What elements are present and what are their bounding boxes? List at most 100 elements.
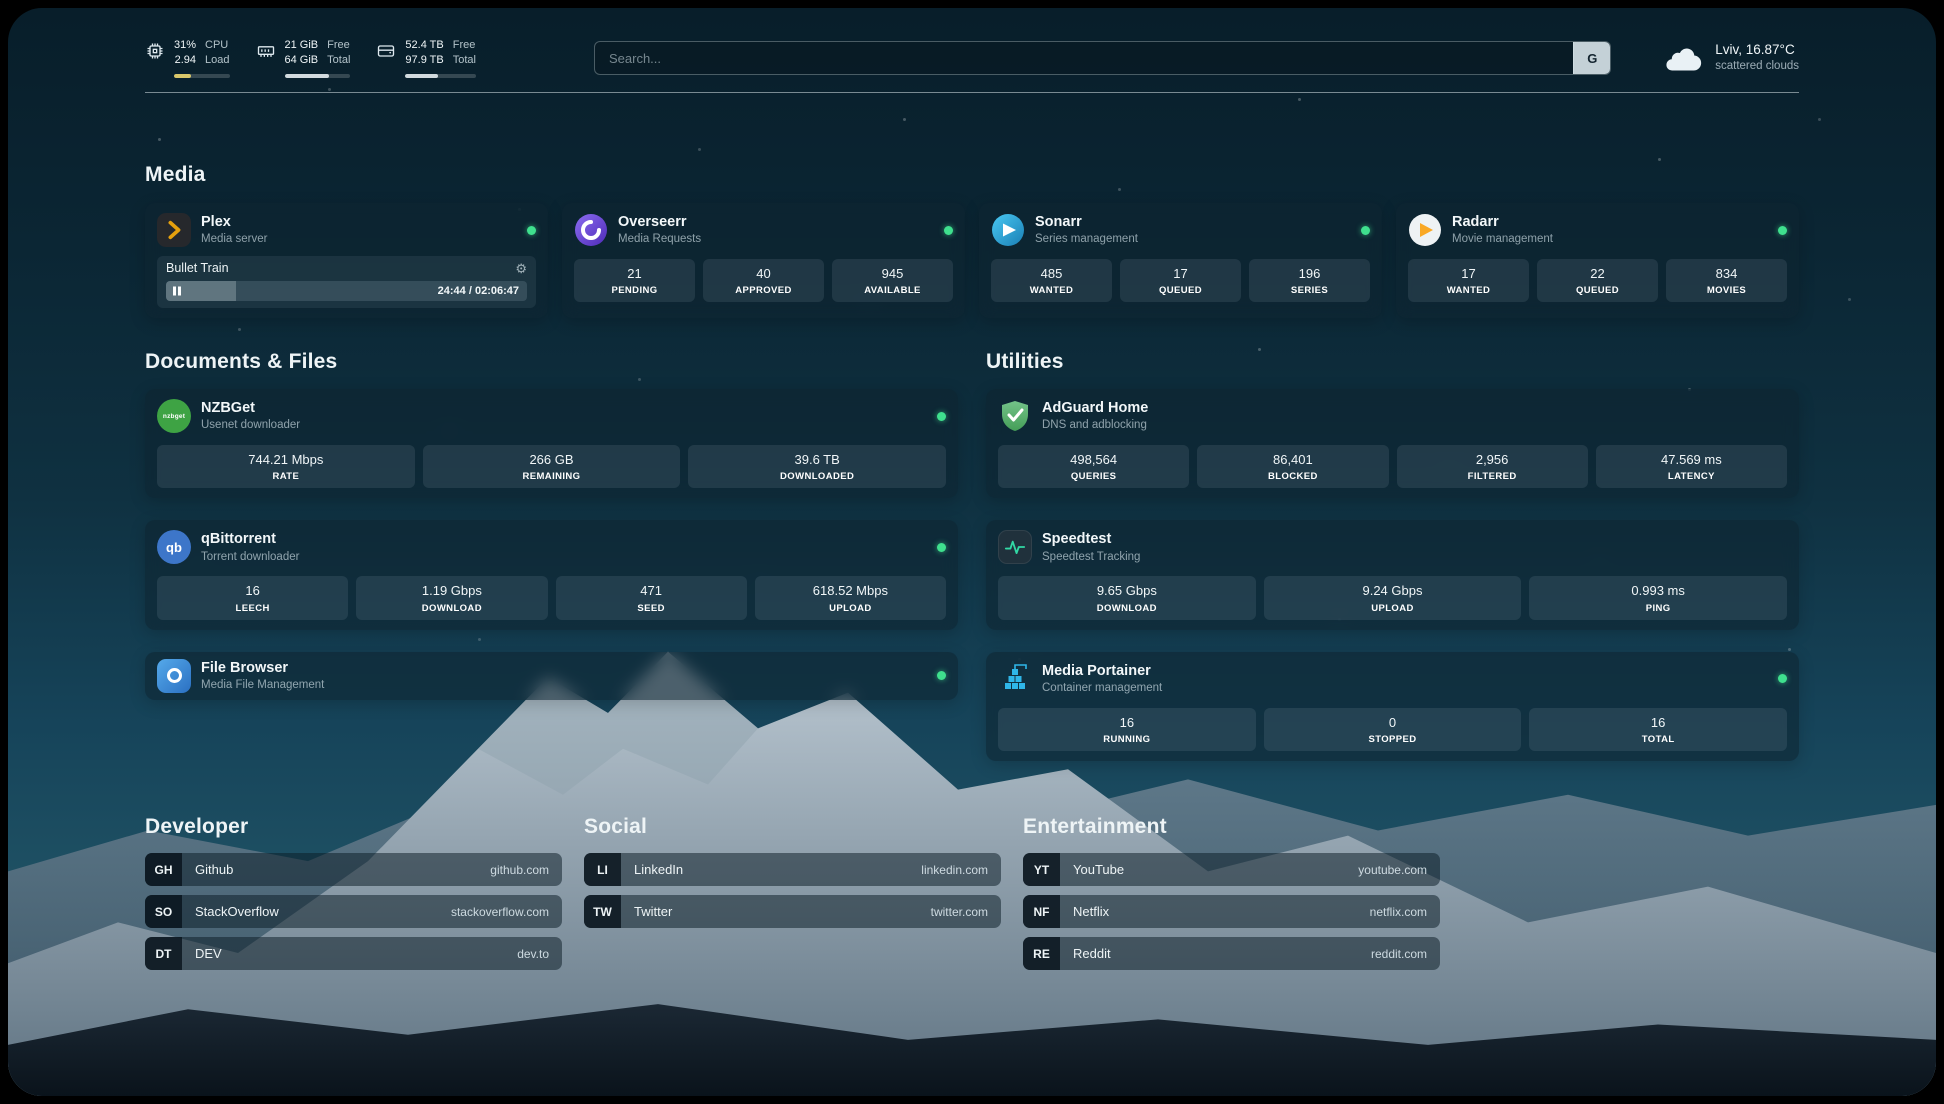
stat-total: 16 TOTAL bbox=[1529, 707, 1787, 751]
app-subtitle: DNS and adblocking bbox=[1042, 419, 1147, 432]
search-engine-button[interactable]: G bbox=[1573, 42, 1611, 74]
stat-leech: 16 LEECH bbox=[157, 576, 349, 620]
bookmark-name: LinkedIn bbox=[634, 862, 684, 877]
bookmark-youtube[interactable]: YT YouTube youtube.com bbox=[1023, 853, 1440, 886]
stat-label: LEECH bbox=[235, 602, 270, 614]
stat-upload: 618.52 Mbps UPLOAD bbox=[754, 576, 946, 620]
topbar-divider bbox=[145, 92, 1799, 93]
status-dot bbox=[1778, 674, 1787, 684]
app-card-nzbget[interactable]: nzbget NZBGet Usenet downloader 744.21 M… bbox=[145, 389, 958, 499]
bookmark-url: stackoverflow.com bbox=[450, 904, 549, 919]
stat-running: 16 RUNNING bbox=[998, 707, 1256, 751]
section-title-social: Social bbox=[584, 815, 648, 838]
bookmark-url: github.com bbox=[490, 862, 549, 877]
weather-condition: scattered clouds bbox=[1715, 60, 1799, 73]
app-card-radarr[interactable]: Radarr Movie management 17 WANTED 22 QUE… bbox=[1396, 203, 1799, 319]
stat-downloaded: 39.6 TB DOWNLOADED bbox=[688, 445, 946, 489]
nzbget-icon: nzbget bbox=[157, 399, 191, 434]
app-card-filebrowser[interactable]: File Browser Media File Management bbox=[145, 651, 958, 700]
now-playing-panel: Bullet Train ⚙ 24:44 / 02:06:47 bbox=[157, 256, 536, 309]
bookmark-name: DEV bbox=[195, 946, 222, 961]
stat-latency: 47.569 ms LATENCY bbox=[1595, 445, 1787, 489]
stat-label: APPROVED bbox=[735, 285, 792, 297]
bookmark-linkedin[interactable]: LI LinkedIn linkedin.com bbox=[584, 853, 1001, 886]
portainer-crane-icon bbox=[998, 662, 1032, 696]
bookmark-abbr: RE bbox=[1023, 937, 1060, 970]
bookmark-twitter[interactable]: TW Twitter twitter.com bbox=[584, 895, 1001, 928]
stat-label: WANTED bbox=[1446, 285, 1491, 297]
bookmark-name: YouTube bbox=[1073, 862, 1125, 877]
stat-remaining: 266 GB REMAINING bbox=[422, 445, 681, 489]
playback-progress-bar[interactable]: 24:44 / 02:06:47 bbox=[166, 281, 527, 302]
status-dot bbox=[937, 671, 946, 681]
app-card-plex[interactable]: Plex Media server Bullet Train ⚙ bbox=[145, 203, 548, 319]
stat-value: 945 bbox=[881, 266, 904, 282]
sonarr-icon bbox=[991, 213, 1025, 247]
stat-label: TOTAL bbox=[1641, 734, 1675, 745]
stat-movies: 834 MOVIES bbox=[1666, 259, 1787, 303]
cpu-percent: 31% bbox=[174, 38, 197, 51]
stat-label: DOWNLOADED bbox=[780, 471, 855, 483]
bookmark-abbr: YT bbox=[1023, 853, 1060, 886]
cloud-icon bbox=[1663, 44, 1703, 72]
cpu-monitor: 31% 2.94 CPU Load bbox=[145, 38, 230, 79]
cpu-usage-bar bbox=[174, 74, 230, 79]
section-title-media: Media bbox=[145, 163, 206, 186]
stat-label: AVAILABLE bbox=[864, 285, 921, 297]
bookmark-name: StackOverflow bbox=[195, 904, 279, 919]
app-subtitle: Media server bbox=[201, 233, 268, 246]
stat-value: 21 bbox=[627, 266, 642, 282]
app-card-adguard[interactable]: AdGuard Home DNS and adblocking 498,564 … bbox=[986, 389, 1799, 499]
ram-free-value: 21 GiB bbox=[284, 38, 319, 51]
stat-label: UPLOAD bbox=[1371, 602, 1414, 614]
pause-icon[interactable] bbox=[173, 286, 181, 296]
app-subtitle: Container management bbox=[1042, 681, 1163, 694]
playback-progress-fill bbox=[166, 281, 237, 302]
status-dot bbox=[1361, 225, 1370, 235]
app-card-sonarr[interactable]: Sonarr Series management 485 WANTED 17 Q… bbox=[979, 203, 1382, 319]
stat-value: 9.65 Gbps bbox=[1096, 583, 1157, 599]
stat-ping: 0.993 ms PING bbox=[1529, 576, 1787, 620]
app-card-overseerr[interactable]: Overseerr Media Requests 21 PENDING 40 A… bbox=[562, 203, 965, 319]
section-title-developer: Developer bbox=[145, 815, 249, 838]
stat-value: 1.19 Gbps bbox=[421, 583, 482, 599]
stat-label: QUERIES bbox=[1070, 471, 1117, 483]
bookmark-name: Reddit bbox=[1073, 946, 1111, 961]
bookmark-url: reddit.com bbox=[1370, 946, 1427, 961]
bookmark-dev[interactable]: DT DEV dev.to bbox=[145, 937, 562, 970]
app-card-speedtest[interactable]: Speedtest Speedtest Tracking 9.65 Gbps D… bbox=[986, 520, 1799, 630]
gear-icon[interactable]: ⚙ bbox=[515, 260, 527, 276]
disk-monitor: 52.4 TB 97.9 TB Free Total bbox=[376, 38, 476, 79]
app-name: File Browser bbox=[201, 659, 289, 676]
stat-value: 2,956 bbox=[1475, 452, 1509, 468]
stat-label: BLOCKED bbox=[1267, 471, 1318, 483]
bookmark-reddit[interactable]: RE Reddit reddit.com bbox=[1023, 937, 1440, 970]
stat-available: 945 AVAILABLE bbox=[832, 259, 953, 303]
app-card-qbittorrent[interactable]: qb qBittorrent Torrent downloader 16 LEE… bbox=[145, 520, 958, 630]
bookmark-url: dev.to bbox=[517, 946, 549, 961]
cpu-load-value: 2.94 bbox=[174, 53, 197, 66]
app-name: AdGuard Home bbox=[1042, 400, 1149, 417]
weather-widget: Lviv, 16.87°C scattered clouds bbox=[1663, 41, 1799, 75]
stat-label: DOWNLOAD bbox=[421, 602, 482, 614]
app-name: Overseerr bbox=[618, 214, 687, 230]
section-entertainment: Entertainment YT YouTube youtube.com NF … bbox=[1023, 815, 1440, 970]
search-input[interactable] bbox=[594, 42, 1574, 74]
disk-icon bbox=[376, 41, 396, 61]
memory-icon bbox=[256, 41, 276, 61]
bookmark-netflix[interactable]: NF Netflix netflix.com bbox=[1023, 895, 1440, 928]
bookmark-github[interactable]: GH Github github.com bbox=[145, 853, 562, 886]
bookmark-name: Github bbox=[195, 862, 234, 877]
disk-free-value: 52.4 TB bbox=[405, 38, 444, 51]
bookmark-name: Netflix bbox=[1073, 904, 1110, 919]
bookmark-stackoverflow[interactable]: SO StackOverflow stackoverflow.com bbox=[145, 895, 562, 928]
stat-rate: 744.21 Mbps RATE bbox=[157, 445, 415, 489]
stat-label: PING bbox=[1645, 602, 1671, 614]
bookmark-abbr: SO bbox=[145, 895, 182, 928]
stat-value: 618.52 Mbps bbox=[812, 583, 888, 599]
playback-time: 24:44 / 02:06:47 bbox=[437, 285, 519, 298]
section-title-documents: Documents & Files bbox=[145, 350, 338, 374]
bookmark-url: youtube.com bbox=[1358, 862, 1427, 877]
app-card-portainer[interactable]: Media Portainer Container management 16 … bbox=[986, 651, 1799, 761]
